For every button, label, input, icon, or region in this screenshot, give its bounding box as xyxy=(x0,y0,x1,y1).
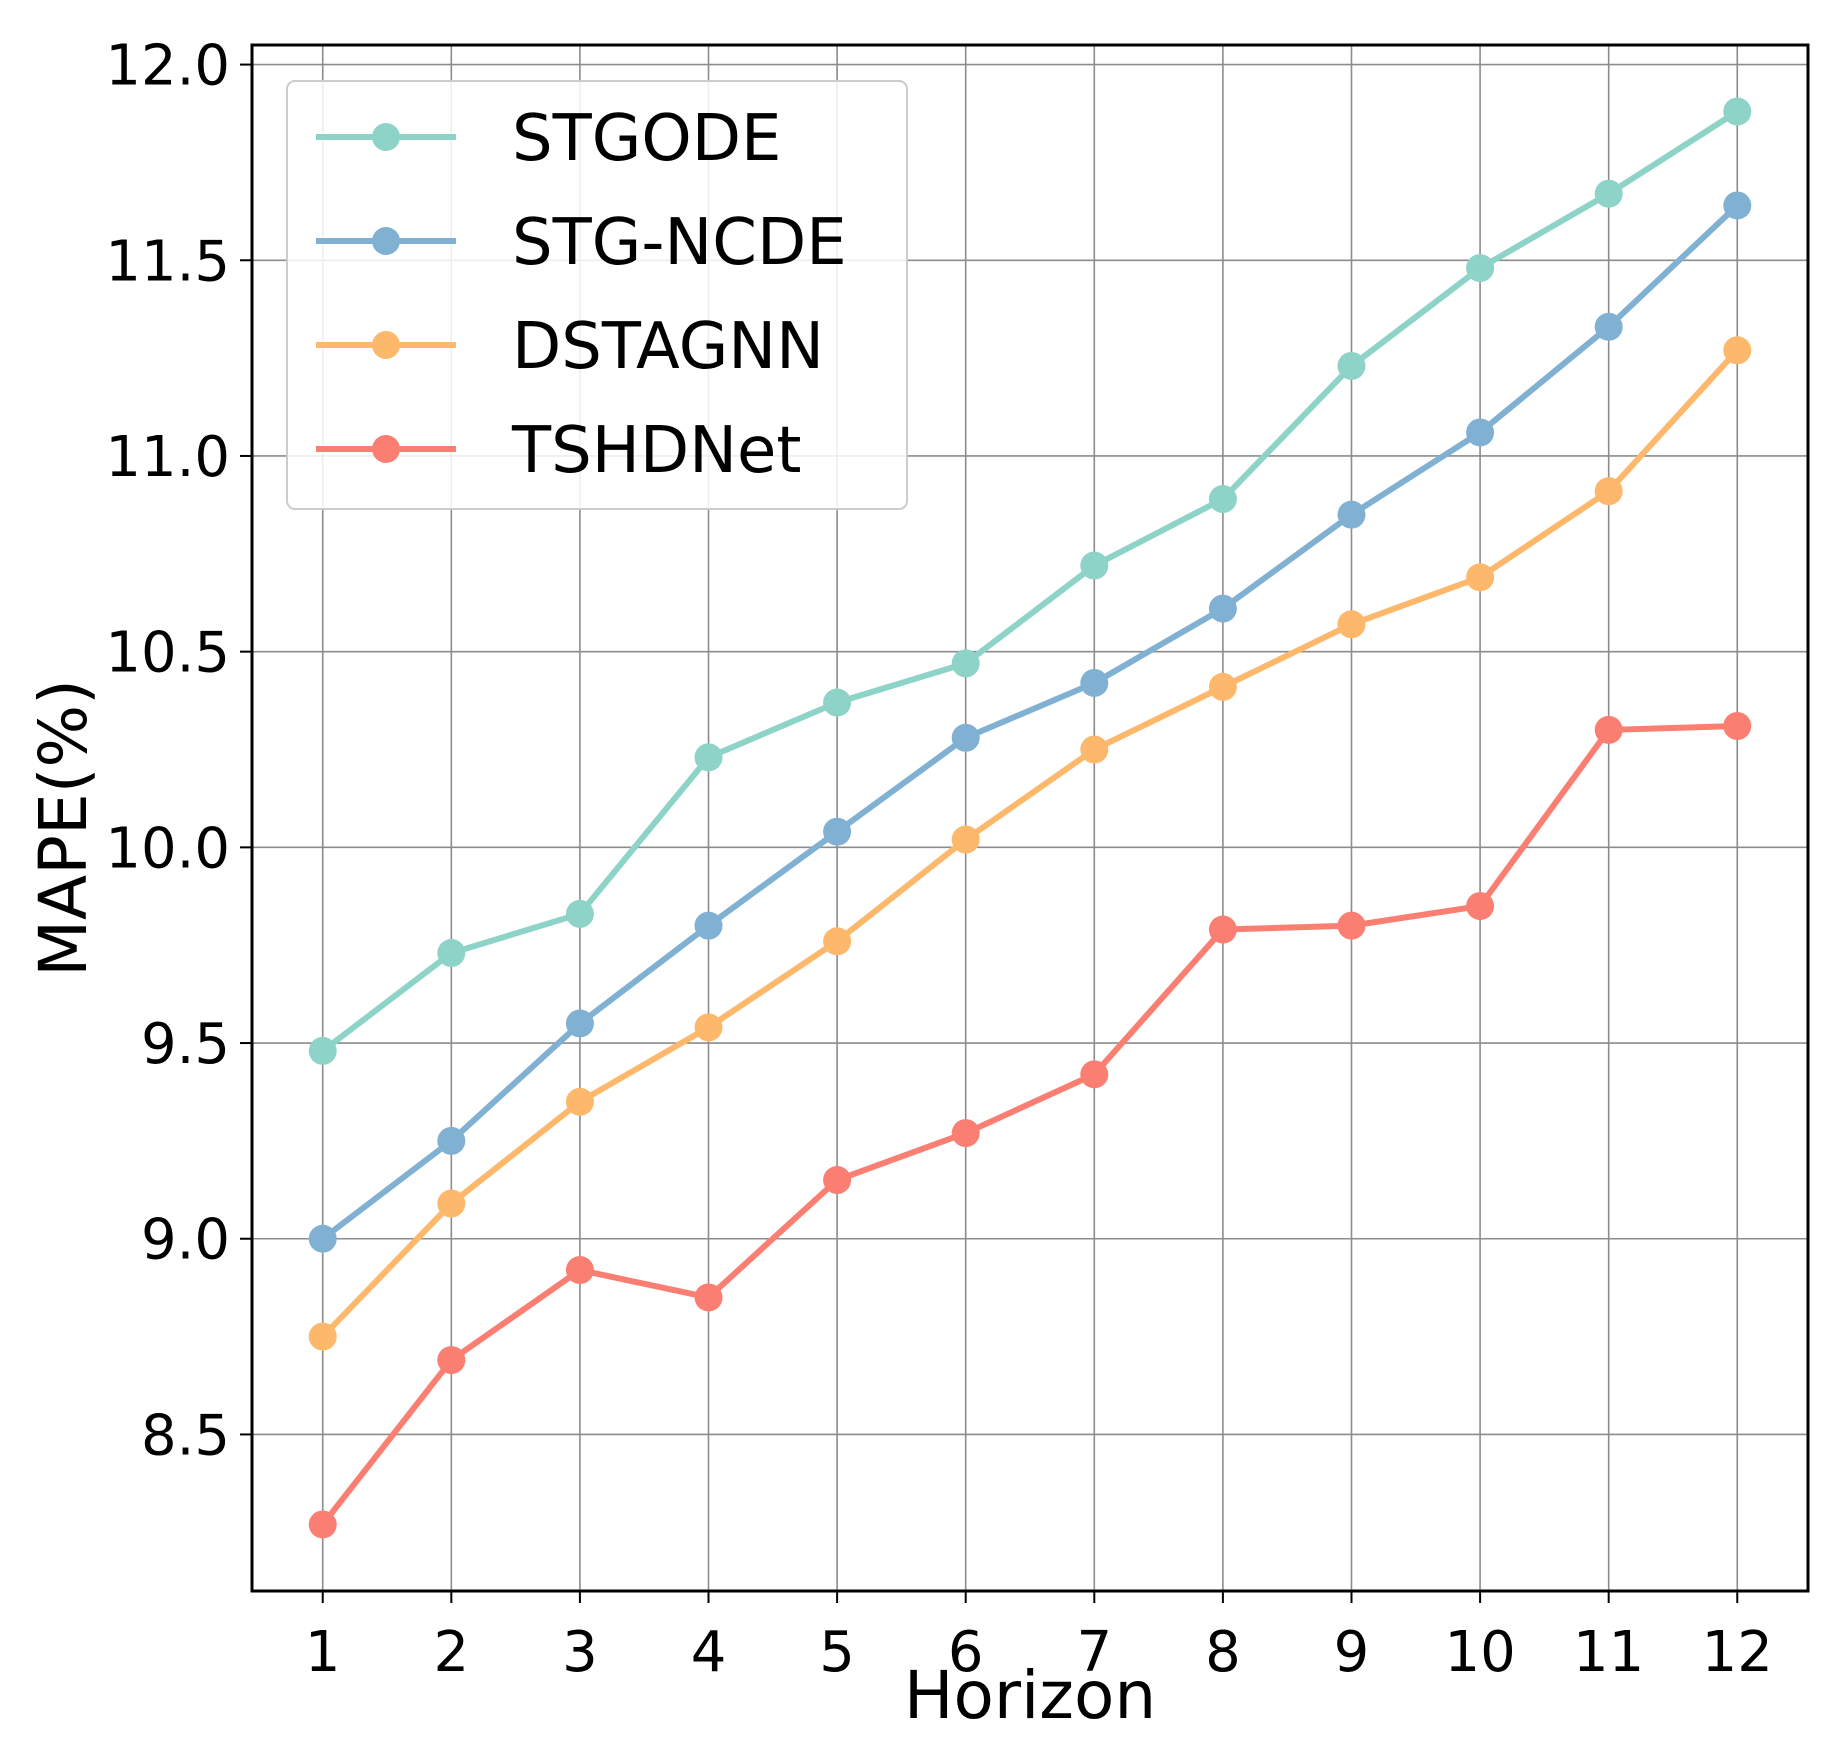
data-point xyxy=(1723,712,1752,741)
data-point xyxy=(565,1009,594,1038)
y-axis-label: MAPE(%) xyxy=(25,679,102,977)
plot-frame xyxy=(250,43,1810,1593)
data-point xyxy=(694,743,723,772)
x-tick-label: 5 xyxy=(819,1620,855,1685)
data-point xyxy=(1594,477,1623,506)
data-point xyxy=(1594,715,1623,744)
data-point xyxy=(437,939,466,968)
y-tick-label: 11.5 xyxy=(105,229,230,294)
data-point xyxy=(565,1087,594,1116)
data-point xyxy=(694,1283,723,1312)
legend-label: STG-NCDE xyxy=(512,206,847,280)
data-point xyxy=(1337,911,1366,940)
series-line xyxy=(319,202,1741,1242)
data-point xyxy=(1208,485,1237,514)
legend-box xyxy=(286,80,908,510)
data-point xyxy=(1466,418,1495,447)
data-point xyxy=(951,649,980,678)
data-point xyxy=(823,1166,852,1195)
x-tick-label: 2 xyxy=(434,1620,470,1685)
data-point xyxy=(308,1322,337,1351)
y-tick-label: 10.0 xyxy=(105,816,230,881)
data-point xyxy=(437,1189,466,1218)
data-point xyxy=(1208,915,1237,944)
data-point xyxy=(1594,179,1623,208)
x-axis-label: Horizon xyxy=(904,1657,1156,1734)
legend-marker-swatch xyxy=(372,331,400,359)
data-point xyxy=(1723,336,1752,365)
legend-label: DSTAGNN xyxy=(512,310,824,384)
x-tick-label: 12 xyxy=(1702,1620,1773,1685)
ticks-layer: 1 2 3 4 5 6 7 8 9 10 11 128.59.09.510.010.511.011.5… xyxy=(105,34,1773,1685)
data-point xyxy=(951,825,980,854)
data-point xyxy=(1723,191,1752,220)
legend-marker-swatch xyxy=(372,435,400,463)
data-point xyxy=(565,1256,594,1285)
x-tick-label: 3 xyxy=(562,1620,598,1685)
legend-entry: TSHDNet xyxy=(316,414,801,488)
legend-entry: STG-NCDE xyxy=(316,206,847,280)
data-point xyxy=(1337,610,1366,639)
y-tick-label: 11.0 xyxy=(105,425,230,490)
legend-marker-swatch xyxy=(372,123,400,151)
data-point xyxy=(437,1346,466,1375)
data-point xyxy=(823,817,852,846)
y-tick-label: 12.0 xyxy=(105,34,230,99)
series-layer xyxy=(308,97,1752,1539)
data-point xyxy=(1466,563,1495,592)
data-point xyxy=(1594,312,1623,341)
data-point xyxy=(694,911,723,940)
series-dstagnn xyxy=(308,336,1752,1351)
data-point xyxy=(308,1036,337,1065)
x-tick-label: 6 xyxy=(948,1620,984,1685)
legend-label: TSHDNet xyxy=(511,414,801,488)
data-point xyxy=(1080,551,1109,580)
legend-entry: DSTAGNN xyxy=(316,310,824,384)
series-line xyxy=(319,347,1741,1340)
series-stg-ncde xyxy=(308,191,1752,1253)
data-point xyxy=(951,1119,980,1148)
data-point xyxy=(565,899,594,928)
legend-entry: STGODE xyxy=(316,102,781,176)
x-tick-label: 10 xyxy=(1444,1620,1515,1685)
data-point xyxy=(1080,1060,1109,1089)
data-point xyxy=(823,688,852,717)
data-point xyxy=(437,1126,466,1155)
y-tick-label: 9.0 xyxy=(141,1208,230,1273)
y-tick-label: 8.5 xyxy=(141,1403,230,1468)
series-tshdnet xyxy=(308,712,1752,1539)
data-point xyxy=(1723,97,1752,126)
data-point xyxy=(1337,500,1366,529)
legend-label: STGODE xyxy=(512,102,781,176)
data-point xyxy=(1208,594,1237,623)
data-point xyxy=(823,927,852,956)
y-tick-label: 10.5 xyxy=(105,621,230,686)
x-tick-label: 7 xyxy=(1076,1620,1112,1685)
y-tick-label: 9.5 xyxy=(141,1012,230,1077)
data-point xyxy=(1080,735,1109,764)
x-tick-label: 4 xyxy=(691,1620,727,1685)
x-tick-label: 1 xyxy=(305,1620,341,1685)
data-point xyxy=(1080,668,1109,697)
data-point xyxy=(308,1224,337,1253)
x-tick-label: 11 xyxy=(1573,1620,1644,1685)
series-stgode xyxy=(308,97,1752,1065)
data-point xyxy=(1337,351,1366,380)
data-point xyxy=(1466,892,1495,921)
data-point xyxy=(308,1510,337,1539)
series-line xyxy=(319,723,1741,1528)
x-tick-label: 8 xyxy=(1205,1620,1241,1685)
series-line xyxy=(319,108,1741,1054)
x-tick-label: 9 xyxy=(1334,1620,1370,1685)
data-point xyxy=(1208,672,1237,701)
data-point xyxy=(951,723,980,752)
data-point xyxy=(694,1013,723,1042)
legend-marker-swatch xyxy=(372,227,400,255)
data-point xyxy=(1466,254,1495,283)
legend: STGODE STG-NCDE DSTAGNN TSHDNet xyxy=(286,80,908,510)
